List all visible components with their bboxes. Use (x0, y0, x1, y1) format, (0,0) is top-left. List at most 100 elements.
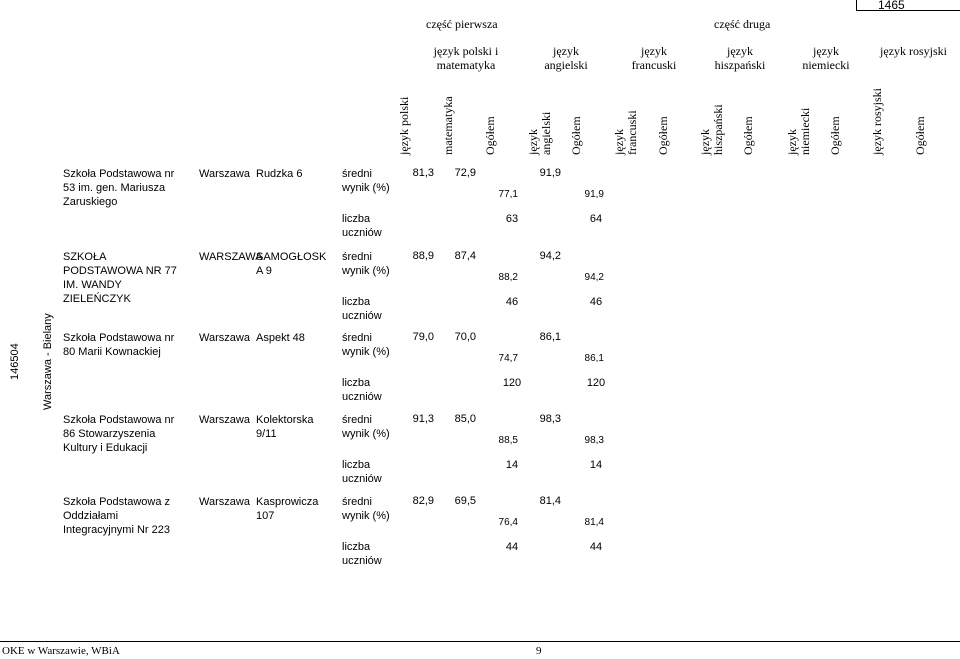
score-matematyka: 70,0 (454, 331, 476, 343)
column-header: język rosyjski (870, 88, 884, 155)
column-header: Ogółem (656, 116, 670, 155)
column-header-line: Ogółem (483, 116, 497, 155)
school-street: Kasprowicza 107 (256, 496, 319, 522)
score-matematyka: 85,0 (454, 413, 476, 425)
subject-header: język angielski (544, 44, 588, 72)
score-polski: 82,9 (412, 495, 434, 507)
label-avg: średni wynik (%) (342, 251, 390, 277)
label-avg: średni wynik (%) (342, 414, 390, 440)
column-header: język hiszpański (698, 104, 725, 155)
subject-header: język francuski (631, 44, 677, 72)
count-students-total: 64 (589, 213, 603, 225)
footer-rule (0, 641, 960, 642)
school-name: Szkoła Podstawowa nr 86 Stowarzyszenia K… (63, 414, 175, 454)
column-header-line: Ogółem (913, 116, 927, 155)
subject-header: język niemiecki (802, 44, 850, 72)
score-ogolem-1: 76,4 (498, 517, 518, 528)
score-matematyka: 87,4 (454, 250, 476, 262)
school-street: Kolektorska 9/11 (256, 414, 314, 440)
subject-header: język polski i matematyka (433, 44, 499, 72)
label-count: liczba uczniów (342, 459, 382, 485)
school-city: Warszawa (199, 332, 250, 344)
column-header: Ogółem (913, 116, 927, 155)
column-header: język niemiecki (785, 107, 812, 155)
score-polski: 79,0 (412, 331, 434, 343)
count-students: 14 (505, 459, 519, 471)
part-second: część druga (714, 17, 771, 31)
label-count: liczba uczniów (342, 296, 382, 322)
score-ogolem-1: 88,2 (498, 272, 518, 283)
column-header: język francuski (612, 110, 639, 155)
score-angielski: 98,3 (539, 413, 561, 425)
school-city: Warszawa (199, 168, 250, 180)
column-header-line: język polski (397, 96, 411, 155)
label-count: liczba uczniów (342, 541, 382, 567)
column-header: Ogółem (483, 116, 497, 155)
score-ogolem-1: 88,5 (498, 435, 518, 446)
count-students: 63 (505, 213, 519, 225)
label-avg: średni wynik (%) (342, 496, 390, 522)
school-name: Szkoła Podstawowa nr 53 im. gen. Mariusz… (63, 168, 175, 208)
score-polski: 81,3 (412, 167, 434, 179)
score-matematyka: 69,5 (454, 495, 476, 507)
score-ogolem-angielski: 86,1 (584, 353, 604, 364)
column-header: matematyka (441, 96, 455, 155)
school-name: Szkoła Podstawowa z Oddziałami Integracy… (63, 496, 170, 536)
school-city: Warszawa (199, 496, 250, 508)
group-code: 146504 (9, 343, 21, 380)
score-ogolem-angielski: 91,9 (584, 189, 604, 200)
school-street: Rudzka 6 (256, 168, 303, 180)
part-first: część pierwsza (426, 17, 498, 31)
subject-header: język hiszpański (714, 44, 766, 72)
count-students-total: 46 (589, 296, 603, 308)
school-city: Warszawa (199, 414, 250, 426)
count-students-total: 120 (586, 377, 606, 389)
footer-left: OKE w Warszawie, WBiA (2, 645, 120, 657)
column-header-line: francuski (625, 110, 639, 155)
school-street: Aspekt 48 (256, 332, 305, 344)
column-header-line: Ogółem (569, 116, 583, 155)
score-angielski: 81,4 (539, 495, 561, 507)
label-avg: średni wynik (%) (342, 332, 390, 358)
count-students: 120 (502, 377, 522, 389)
column-header: Ogółem (828, 116, 842, 155)
score-angielski: 94,2 (539, 250, 561, 262)
column-header: język angielski (526, 111, 553, 155)
column-header-line: Ogółem (741, 116, 755, 155)
score-angielski: 86,1 (539, 331, 561, 343)
count-students-total: 44 (589, 541, 603, 553)
score-ogolem-angielski: 94,2 (584, 272, 604, 283)
score-polski: 91,3 (412, 413, 434, 425)
column-header-line: Ogółem (828, 116, 842, 155)
column-header-line: niemiecki (798, 107, 812, 155)
score-ogolem-angielski: 81,4 (584, 517, 604, 528)
subject-header: język rosyjski (880, 44, 947, 58)
count-students: 44 (505, 541, 519, 553)
column-header-line: matematyka (441, 96, 455, 155)
column-header: Ogółem (741, 116, 755, 155)
score-angielski: 91,9 (539, 167, 561, 179)
school-city: WARSZAWA (199, 251, 263, 263)
column-header-line: Ogółem (656, 116, 670, 155)
label-count: liczba uczniów (342, 213, 382, 239)
column-header: język polski (397, 96, 411, 155)
score-polski: 88,9 (412, 250, 434, 262)
column-header-line: hiszpański (711, 104, 725, 155)
column-header-line: język rosyjski (870, 88, 884, 155)
score-ogolem-1: 77,1 (498, 189, 518, 200)
score-ogolem-1: 74,7 (498, 353, 518, 364)
school-street: SAMOGŁOSK A 9 (256, 251, 327, 277)
page-box-left-border (856, 0, 857, 10)
column-header-line: angielski (539, 111, 553, 155)
count-students: 46 (505, 296, 519, 308)
count-students-total: 14 (589, 459, 603, 471)
school-name: SZKOŁA PODSTAWOWA NR 77 IM. WANDY ZIELEŃ… (63, 251, 177, 305)
top-page-number: 1465 (878, 0, 905, 12)
group-district: Warszawa - Bielany (42, 313, 54, 410)
score-ogolem-angielski: 98,3 (584, 435, 604, 446)
score-matematyka: 72,9 (454, 167, 476, 179)
label-avg: średni wynik (%) (342, 168, 390, 194)
column-header: Ogółem (569, 116, 583, 155)
footer-page-number: 9 (536, 645, 542, 657)
label-count: liczba uczniów (342, 377, 382, 403)
